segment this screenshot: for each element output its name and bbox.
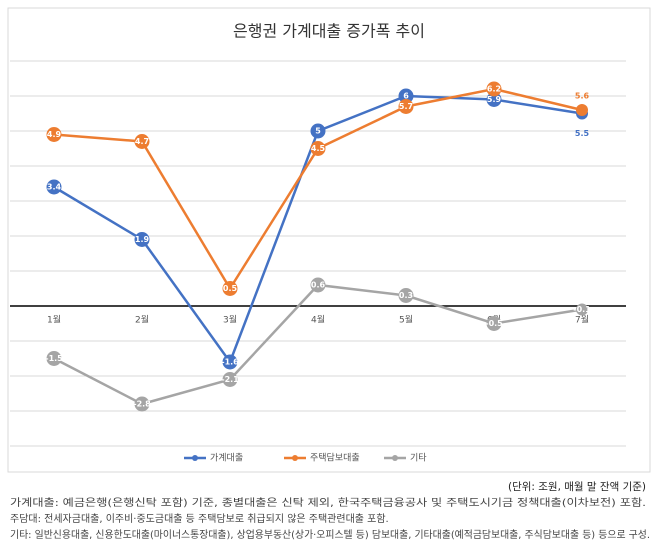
data-label: 1.9: [135, 235, 150, 244]
data-label: 4.9: [47, 130, 62, 139]
marker: [222, 372, 238, 387]
x-tick-label: 1월: [47, 314, 61, 326]
data-label: 0.3: [399, 291, 413, 300]
marker: [486, 92, 502, 107]
x-tick-label: 7월: [575, 314, 589, 326]
data-label: 5.9: [487, 95, 502, 104]
marker: [398, 288, 414, 303]
marker: [134, 396, 150, 412]
marker: [46, 179, 62, 195]
legend-label: 기타: [410, 453, 427, 464]
data-label: -1.5: [45, 354, 63, 363]
data-label: -2.8: [133, 400, 151, 409]
note: 기타: 일반신용대출, 신용한도대출(마이너스통장대출), 상업용부동산(상가·…: [10, 528, 650, 541]
marker: [134, 232, 150, 247]
data-label: 6.2: [487, 85, 501, 94]
unit-note: (단위: 조원, 매월 말 잔액 기준): [508, 480, 646, 493]
marker: [486, 316, 502, 331]
marker: [46, 127, 62, 142]
x-tick-label: 4월: [311, 314, 325, 326]
x-tick-label: 5월: [399, 314, 413, 326]
marker: [486, 81, 502, 97]
chart-frame: [7, 7, 651, 473]
marker: [398, 88, 414, 104]
data-label: 4.7: [135, 137, 149, 146]
marker: [310, 277, 326, 293]
data-label: 6: [403, 92, 409, 101]
marker: [576, 303, 588, 316]
legend-marker: [292, 455, 298, 461]
chart-title: 은행권 가계대출 증가폭 추이: [233, 22, 425, 41]
marker: [222, 354, 238, 370]
note: 주담대: 전세자금대출, 이주비·중도금대출 등 주택담보로 취급되지 않은 주…: [10, 513, 389, 525]
data-label: 5.5: [575, 129, 590, 138]
data-label: 3.4: [47, 183, 62, 192]
data-label: 0.6: [311, 281, 326, 290]
data-label: 5.7: [399, 102, 413, 111]
marker: [398, 99, 414, 114]
data-label: 0.5: [223, 284, 238, 293]
marker: [310, 141, 326, 156]
legend-label: 주택담보대출: [310, 452, 360, 464]
data-label: -0.1: [573, 305, 591, 314]
marker: [576, 104, 588, 116]
legend-label: 가계대출: [210, 452, 243, 464]
x-tick-label: 3월: [223, 314, 237, 326]
marker: [46, 351, 62, 366]
data-label: -2.1: [221, 375, 239, 384]
marker: [134, 134, 150, 149]
legend-marker: [392, 455, 398, 461]
marker: [310, 123, 326, 139]
data-label: -1.6: [221, 358, 239, 367]
data-label: 4.5: [311, 144, 326, 153]
data-label: 5: [315, 127, 321, 136]
data-label: -0.5: [485, 319, 503, 328]
note: 가계대출: 예금은행(은행신탁 포함) 기준, 종별대출은 신탁 제외, 한국주…: [10, 497, 646, 509]
x-tick-label: 2월: [135, 314, 149, 326]
legend-marker: [192, 455, 198, 461]
data-label: 5.6: [575, 92, 590, 101]
marker: [222, 281, 238, 296]
